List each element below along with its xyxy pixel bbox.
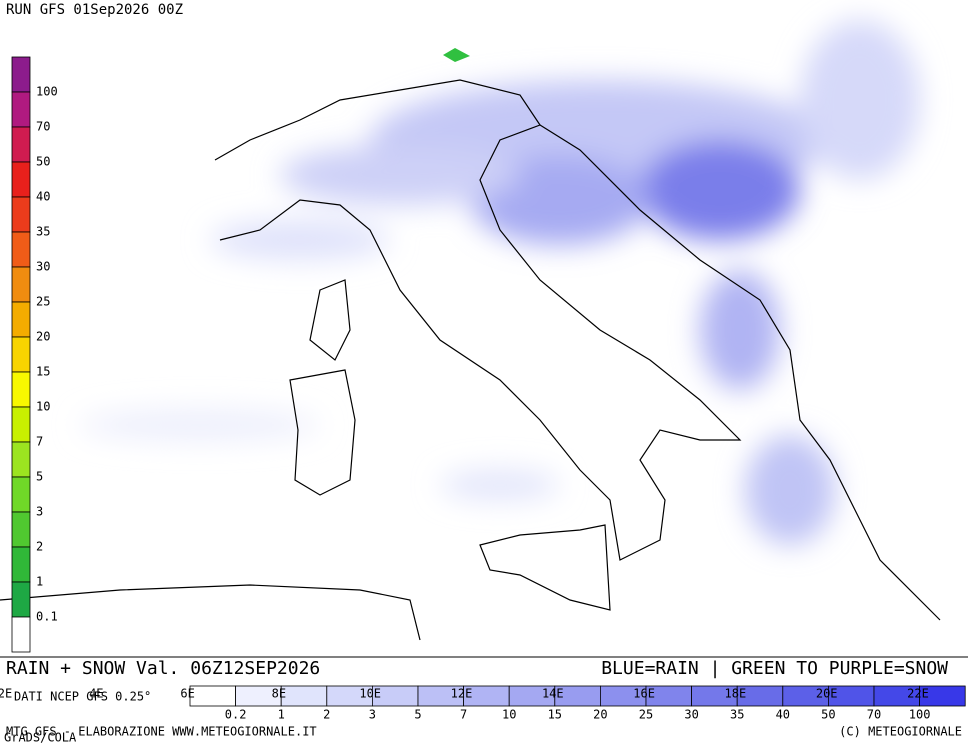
snow-label: 7 — [36, 435, 43, 449]
coastline — [214, 79, 742, 561]
snow-label: 35 — [36, 225, 50, 239]
longitude-label: 12E — [451, 687, 473, 701]
rain-scale: 0.2 1 2 3 5 7 10 15 20 25 30 35 40 50 70 100 — [189, 685, 966, 722]
snow-box — [11, 161, 31, 198]
snow-label: 0.1 — [36, 610, 58, 624]
snow-area — [443, 48, 470, 62]
rain-label: 1 — [278, 708, 285, 722]
rain-label: 2 — [323, 708, 330, 722]
snow-label: 40 — [36, 190, 50, 204]
snow-box — [11, 546, 31, 583]
map — [0, 20, 941, 641]
snow-label: 1 — [36, 575, 43, 589]
longitude-label: 10E — [359, 687, 381, 701]
rain-label: 0.2 — [225, 708, 247, 722]
copyright: (C) METEOGIORNALE — [839, 725, 962, 739]
snow-box — [11, 301, 31, 338]
credit: MTG GFS - ELABORAZIONE WWW.METEOGIORNALE… — [6, 725, 317, 739]
longitude-label: 22E — [907, 687, 929, 701]
snow-box — [11, 371, 31, 408]
snow-label: 3 — [36, 505, 43, 519]
snow-box — [11, 406, 31, 443]
map-title: RAIN + SNOW Val. 06Z12SEP2026 — [6, 658, 320, 679]
rain-box — [189, 685, 236, 707]
snow-box — [11, 266, 31, 303]
longitude-label: 20E — [816, 687, 838, 701]
rain-label: 25 — [639, 708, 653, 722]
longitude-label: 6E — [180, 687, 194, 701]
snow-label: 5 — [36, 470, 43, 484]
snow-scale: 100 70 50 40 35 30 25 20 15 10 7 5 3 2 1 0.1 — [11, 56, 58, 653]
snow-box — [11, 511, 31, 548]
longitude-label: 18E — [725, 687, 747, 701]
rain-label: 15 — [548, 708, 562, 722]
snow-label: 15 — [36, 365, 50, 379]
rain-label: 7 — [460, 708, 467, 722]
map-legend-text: BLUE=RAIN | GREEN TO PURPLE=SNOW — [601, 658, 948, 679]
rain-label: 10 — [502, 708, 516, 722]
sardinia — [289, 369, 356, 496]
snow-label: 70 — [36, 120, 50, 134]
snow-box — [11, 56, 31, 93]
snow-label: 20 — [36, 330, 50, 344]
longitude-label: 2E — [0, 687, 12, 701]
snow-box — [11, 581, 31, 618]
rain-label: 100 — [909, 708, 931, 722]
africa-coast — [0, 584, 421, 641]
snow-label: 30 — [36, 260, 50, 274]
rain-label: 20 — [593, 708, 607, 722]
rain-label: 70 — [867, 708, 881, 722]
longitude-label: 4E — [89, 687, 103, 701]
snow-box — [11, 616, 31, 653]
snow-box — [11, 126, 31, 163]
rain-label: 5 — [414, 708, 421, 722]
snow-label: 100 — [36, 85, 58, 99]
balkans-coast — [539, 124, 941, 621]
snow-label: 10 — [36, 400, 50, 414]
snow-box — [11, 196, 31, 233]
longitude-label: 16E — [633, 687, 655, 701]
snow-box — [11, 476, 31, 513]
rain-label: 50 — [821, 708, 835, 722]
snow-box — [11, 91, 31, 128]
rain-label: 3 — [369, 708, 376, 722]
longitude-label: 8E — [272, 687, 286, 701]
snow-label: 2 — [36, 540, 43, 554]
corsica — [309, 279, 351, 361]
grads-label: GrADS/COLA — [4, 731, 77, 745]
rain-box — [919, 685, 966, 707]
source: DATI NCEP GFS 0.25° — [14, 690, 151, 704]
sicily — [479, 524, 611, 611]
snow-box — [11, 231, 31, 268]
longitude-labels: 2E 4E 6E 8E 10E 12E 14E 16E 18E 20E 22E — [0, 687, 929, 701]
snow-label: 25 — [36, 295, 50, 309]
rain-label: 35 — [730, 708, 744, 722]
rain-box — [280, 685, 328, 707]
rain-label: 30 — [684, 708, 698, 722]
longitude-label: 14E — [542, 687, 564, 701]
run-label: RUN GFS 01Sep2026 00Z — [6, 2, 183, 18]
snow-box — [11, 441, 31, 478]
snow-label: 50 — [36, 155, 50, 169]
snow-box — [11, 336, 31, 373]
rain-label: 40 — [776, 708, 790, 722]
